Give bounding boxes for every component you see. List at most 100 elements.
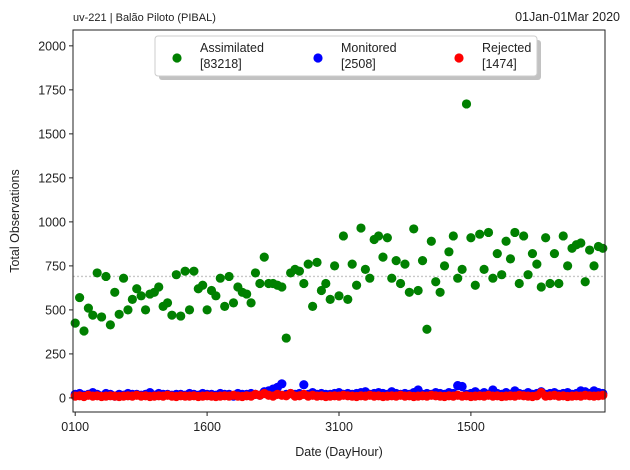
assimilated-point <box>255 278 265 289</box>
assimilated-point <box>479 264 489 275</box>
assimilated-point <box>334 291 344 301</box>
assimilated-point <box>110 287 120 297</box>
assimilated-point <box>167 310 177 320</box>
assimilated-point <box>360 264 370 275</box>
assimilated-point <box>198 280 208 290</box>
series-assimilated <box>70 99 608 343</box>
assimilated-point <box>88 310 98 320</box>
assimilated-point <box>475 229 485 239</box>
assimilated-point <box>321 278 331 289</box>
assimilated-point <box>347 259 357 269</box>
assimilated-point <box>224 271 234 282</box>
assimilated-point <box>303 259 313 269</box>
assimilated-point <box>470 280 480 290</box>
assimilated-point <box>426 236 436 246</box>
assimilated-point <box>404 287 414 297</box>
assimilated-point <box>171 270 181 280</box>
legend-label-assimilated: Assimilated <box>200 41 264 55</box>
assimilated-point <box>391 256 401 266</box>
assimilated-point <box>114 309 124 319</box>
monitored-point <box>457 381 467 392</box>
monitored-point <box>299 380 309 390</box>
assimilated-point <box>92 268 102 278</box>
legend-marker-monitored <box>313 53 323 63</box>
assimilated-point <box>545 278 555 289</box>
assimilated-point <box>228 298 239 308</box>
assimilated-point <box>356 223 366 233</box>
x-tick-label: 1600 <box>193 420 221 434</box>
assimilated-point <box>343 294 353 304</box>
assimilated-point <box>417 256 428 266</box>
assimilated-point <box>136 291 146 301</box>
assimilated-point <box>400 259 410 269</box>
assimilated-point <box>176 311 186 321</box>
assimilated-point <box>180 266 190 276</box>
assimilated-point <box>598 243 608 253</box>
assimilated-point <box>395 278 406 289</box>
y-tick-label: 1250 <box>38 171 66 185</box>
assimilated-point <box>483 227 494 238</box>
assimilated-point <box>514 278 524 289</box>
y-tick-label: 250 <box>45 347 66 361</box>
assimilated-point <box>96 312 107 322</box>
assimilated-point <box>457 264 467 275</box>
assimilated-point <box>202 305 212 315</box>
assimilated-point <box>338 231 348 241</box>
assimilated-point <box>250 268 261 278</box>
assimilated-point <box>127 294 137 304</box>
x-tick-label: 3100 <box>325 420 353 434</box>
assimilated-point <box>140 305 151 315</box>
assimilated-point <box>79 326 89 336</box>
assimilated-point <box>294 266 305 276</box>
assimilated-point <box>448 231 458 241</box>
assimilated-point <box>439 261 450 271</box>
assimilated-point <box>523 270 533 280</box>
x-axis-label: Date (DayHour) <box>295 445 383 459</box>
assimilated-point <box>510 227 520 238</box>
assimilated-point <box>83 303 93 313</box>
assimilated-point <box>299 278 309 289</box>
assimilated-point <box>365 273 375 283</box>
assimilated-point <box>497 270 507 280</box>
assimilated-point <box>154 282 164 292</box>
y-tick-label: 1750 <box>38 83 66 97</box>
assimilated-point <box>215 273 225 283</box>
assimilated-point <box>118 273 129 283</box>
legend-marker-rejected <box>454 53 464 63</box>
legend-count-monitored: [2508] <box>341 57 376 71</box>
assimilated-point <box>519 231 529 241</box>
assimilated-point <box>532 259 542 269</box>
monitored-point <box>277 379 287 389</box>
assimilated-point <box>312 257 322 267</box>
assimilated-point <box>189 266 199 276</box>
assimilated-point <box>220 301 230 311</box>
y-tick-label: 0 <box>59 391 66 405</box>
assimilated-point <box>382 233 392 243</box>
header-right-text: 01Jan-01Mar 2020 <box>515 10 620 24</box>
assimilated-point <box>589 261 599 271</box>
legend-count-rejected: [1474] <box>482 57 517 71</box>
assimilated-point <box>422 324 432 334</box>
y-axis-ticks: 0 250 500 750 1000 1250 1500 1750 2000 <box>38 39 73 405</box>
y-tick-label: 750 <box>45 259 66 273</box>
assimilated-point <box>413 285 423 296</box>
legend-count-assimilated: [83218] <box>200 57 242 71</box>
assimilated-point <box>453 273 463 283</box>
assimilated-point <box>461 99 472 109</box>
plot-frame <box>72 29 606 413</box>
data-points <box>70 99 608 402</box>
assimilated-point <box>373 231 384 241</box>
assimilated-point <box>105 320 115 330</box>
assimilated-point <box>527 248 538 259</box>
y-tick-label: 1500 <box>38 127 66 141</box>
legend-box <box>154 35 538 77</box>
y-tick-label: 500 <box>45 303 66 317</box>
assimilated-point <box>576 238 586 248</box>
assimilated-point <box>549 248 560 259</box>
assimilated-point <box>123 305 133 315</box>
assimilated-point <box>325 294 335 304</box>
assimilated-point <box>444 247 454 257</box>
assimilated-point <box>505 254 516 264</box>
assimilated-point <box>246 298 256 308</box>
